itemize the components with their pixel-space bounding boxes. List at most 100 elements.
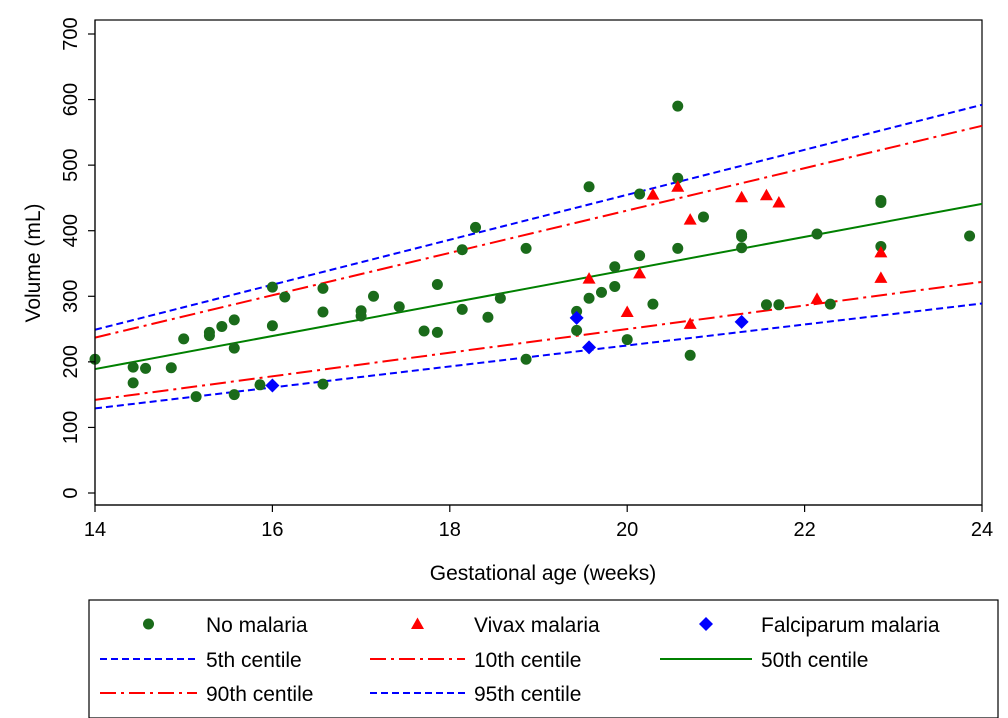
y-axis: 0 100 200 300 400 500 600 700 <box>60 17 96 505</box>
centile-lines <box>94 103 983 410</box>
centile-line <box>94 280 983 401</box>
data-point <box>520 353 532 365</box>
plot-area-border <box>94 19 983 506</box>
data-point <box>683 213 697 225</box>
data-point <box>494 292 506 304</box>
data-point <box>595 286 607 298</box>
data-point <box>355 310 367 322</box>
data-point <box>127 361 139 373</box>
data-point <box>683 317 697 329</box>
centile-line <box>94 202 983 371</box>
data-point <box>228 342 240 354</box>
data-point <box>646 188 660 200</box>
data-point <box>569 310 584 325</box>
legend-label: Vivax malaria <box>474 614 600 637</box>
data-point <box>633 266 647 279</box>
x-tick-label: 20 <box>616 519 638 541</box>
y-tick-label: 300 <box>60 280 82 313</box>
data-point <box>647 298 659 310</box>
y-axis-title: Volume (mL) <box>22 203 45 322</box>
y-tick-label: 400 <box>60 214 82 247</box>
data-point <box>203 326 215 338</box>
data-point <box>671 180 685 192</box>
data-point <box>254 379 266 391</box>
centile-line <box>94 103 983 331</box>
data-point <box>735 190 749 203</box>
data-point <box>609 261 621 273</box>
legend-label: No malaria <box>206 614 308 637</box>
data-point <box>760 299 772 311</box>
data-point <box>418 325 430 337</box>
data-point <box>178 333 190 345</box>
data-point <box>127 377 139 389</box>
data-point <box>736 242 748 254</box>
data-point <box>634 188 646 200</box>
legend-label: 10th centile <box>474 649 581 672</box>
x-axis: 14 16 18 20 22 24 <box>84 504 993 541</box>
data-point <box>482 311 494 323</box>
data-points <box>89 100 976 403</box>
legend-label: 90th centile <box>206 683 313 706</box>
data-point <box>964 230 976 242</box>
data-point <box>773 299 785 311</box>
data-point <box>431 326 443 338</box>
y-tick-label: 600 <box>60 83 82 116</box>
data-point <box>697 211 709 223</box>
data-point <box>266 281 278 293</box>
data-point <box>672 242 684 254</box>
x-tick-label: 22 <box>793 519 815 541</box>
legend-label: Falciparum malaria <box>761 614 940 637</box>
legend-label: 5th centile <box>206 649 302 672</box>
data-point <box>875 195 887 207</box>
legend: No malaria Vivax malaria Falciparum malari… <box>88 599 999 718</box>
centile-line <box>94 302 983 410</box>
legend-marker <box>143 618 154 630</box>
data-point <box>216 320 228 332</box>
plot-frame <box>94 19 983 506</box>
data-point <box>317 282 329 294</box>
data-point <box>810 292 824 304</box>
data-point <box>165 362 177 374</box>
data-point <box>228 314 240 326</box>
data-point <box>265 378 280 393</box>
data-point <box>759 188 773 201</box>
data-point <box>520 242 532 254</box>
data-point <box>456 303 468 315</box>
y-tick-label: 700 <box>60 17 82 50</box>
y-tick-label: 100 <box>60 411 82 444</box>
data-point <box>734 314 749 329</box>
data-point <box>140 362 152 374</box>
data-point <box>772 196 786 208</box>
data-point <box>228 389 240 401</box>
data-point <box>672 172 684 184</box>
data-point <box>279 291 291 303</box>
data-point <box>470 221 482 233</box>
legend-label: 95th centile <box>474 683 581 706</box>
data-point <box>874 271 888 283</box>
legend-marker <box>699 617 713 631</box>
data-point <box>672 100 684 112</box>
data-point <box>571 324 583 336</box>
data-point <box>874 245 888 258</box>
x-tick-label: 16 <box>261 519 283 541</box>
data-point <box>621 334 633 346</box>
data-point <box>811 228 823 240</box>
centile-line <box>94 124 983 339</box>
data-point <box>317 378 329 390</box>
data-point <box>266 320 278 332</box>
x-tick-label: 14 <box>84 519 106 541</box>
legend-marker <box>411 617 424 629</box>
data-point <box>634 250 646 262</box>
data-point <box>824 298 836 310</box>
y-tick-label: 0 <box>60 487 82 498</box>
x-tick-label: 24 <box>971 519 993 541</box>
data-point <box>609 280 621 292</box>
data-point <box>620 305 634 318</box>
data-point <box>582 340 597 355</box>
data-point <box>684 349 696 361</box>
data-point <box>317 306 329 318</box>
y-tick-label: 200 <box>60 345 82 378</box>
data-point <box>368 290 380 302</box>
data-point <box>456 244 468 256</box>
